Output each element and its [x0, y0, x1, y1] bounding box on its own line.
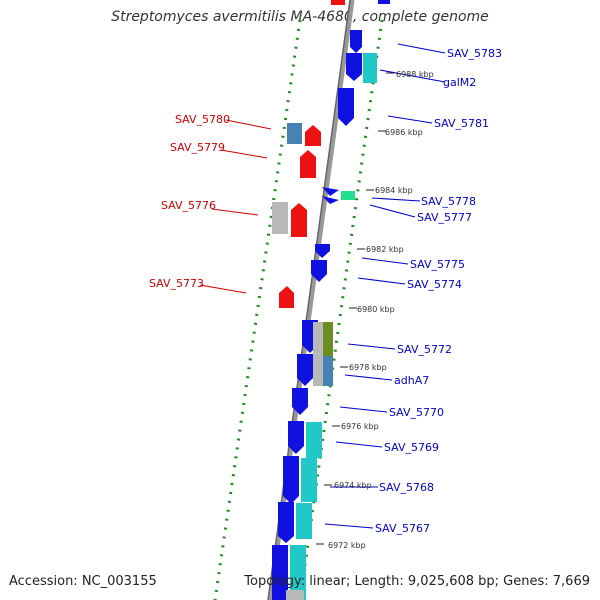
- gene-sav5769-cyan: [306, 422, 322, 458]
- gene-galm2-cyan: [363, 53, 377, 83]
- gene-tail: [272, 545, 288, 600]
- kbp-label: 6978 kbp: [349, 363, 387, 372]
- gene-sav5777: [341, 191, 355, 200]
- forward-gene-labels: SAV_5783 galM2 SAV_5781 SAV_5778 SAV_577…: [375, 47, 502, 535]
- gene-galm2: [346, 53, 362, 81]
- gene-sav5774: [311, 260, 327, 282]
- gene-sav5775: [315, 244, 330, 258]
- gene-sav5778b: [322, 196, 339, 204]
- gene-sav5781: [338, 88, 354, 126]
- gene-sav5783: [378, 0, 390, 4]
- forward-leaders: [324, 43, 446, 529]
- gene-tail-cyan: [290, 545, 306, 600]
- kbp-tick-marks: [316, 72, 394, 545]
- gene-sav5768: [283, 456, 299, 504]
- gene-top-red: [331, 0, 345, 5]
- gene-sav5780-steel: [287, 123, 302, 144]
- gene-sav5772-grey: [313, 322, 323, 386]
- gene-sav5778a: [322, 187, 339, 196]
- topology-text: Topology: linear; Length: 9,025,608 bp; …: [244, 574, 590, 589]
- gene-label[interactable]: SAV_5779: [170, 141, 225, 154]
- reverse-leaders: [199, 119, 272, 294]
- kbp-label: 6974 kbp: [334, 481, 372, 490]
- gene-sav5779: [300, 150, 316, 178]
- map-title: Streptomyces avermitilis MA-4680, comple…: [111, 9, 489, 25]
- gene-label[interactable]: SAV_5781: [434, 117, 489, 130]
- forward-genes: [272, 0, 390, 600]
- reverse-genes: [272, 0, 345, 308]
- kbp-label: 6984 kbp: [375, 186, 413, 195]
- gene-label[interactable]: SAV_5773: [149, 277, 204, 290]
- gene-label[interactable]: SAV_5777: [417, 211, 472, 224]
- gene-sav5772-olive: [323, 322, 333, 356]
- kbp-label: 6972 kbp: [328, 541, 366, 550]
- kbp-label: 6982 kbp: [366, 245, 404, 254]
- gene-label[interactable]: SAV_5776: [161, 199, 216, 212]
- gene-tail-grey: [286, 590, 304, 600]
- gene-adha7: [297, 354, 313, 386]
- gene-sav5769: [288, 421, 304, 454]
- gene-sav5767-cyan: [296, 503, 312, 539]
- gene-sav5776: [291, 203, 307, 237]
- gene-sav5770: [292, 388, 308, 415]
- kbp-label: 6976 kbp: [341, 422, 379, 431]
- reverse-gene-labels: SAV_5780 SAV_5779 SAV_5776 SAV_5773: [149, 113, 230, 290]
- gene-sav5783b: [350, 30, 362, 53]
- gene-adha7-steel: [323, 356, 333, 386]
- gene-label[interactable]: SAV_5767: [375, 522, 430, 535]
- gene-label[interactable]: SAV_5778: [421, 195, 476, 208]
- gene-label[interactable]: SAV_5770: [389, 406, 444, 419]
- kbp-label: 6988 kbp: [396, 70, 434, 79]
- gene-label[interactable]: SAV_5772: [397, 343, 452, 356]
- kbp-label: 6980 kbp: [357, 305, 395, 314]
- kbp-labels: 6988 kbp 6986 kbp 6984 kbp 6982 kbp 6980…: [328, 70, 434, 550]
- accession-text: Accession: NC_003155: [9, 574, 157, 589]
- gene-label[interactable]: SAV_5774: [407, 278, 462, 291]
- gene-label[interactable]: adhA7: [394, 374, 429, 387]
- gene-sav5776-grey: [272, 202, 288, 234]
- gene-label[interactable]: SAV_5775: [410, 258, 465, 271]
- gene-sav5767: [278, 502, 294, 543]
- kbp-label: 6986 kbp: [385, 128, 423, 137]
- gene-label[interactable]: SAV_5783: [447, 47, 502, 60]
- gene-label[interactable]: galM2: [443, 76, 476, 89]
- gene-label[interactable]: SAV_5780: [175, 113, 230, 126]
- gene-sav5768-cyan: [301, 458, 317, 502]
- gene-sav5773: [279, 286, 294, 308]
- gene-label[interactable]: SAV_5769: [384, 441, 439, 454]
- gene-sav5780: [305, 125, 321, 146]
- gene-label[interactable]: SAV_5768: [379, 481, 434, 494]
